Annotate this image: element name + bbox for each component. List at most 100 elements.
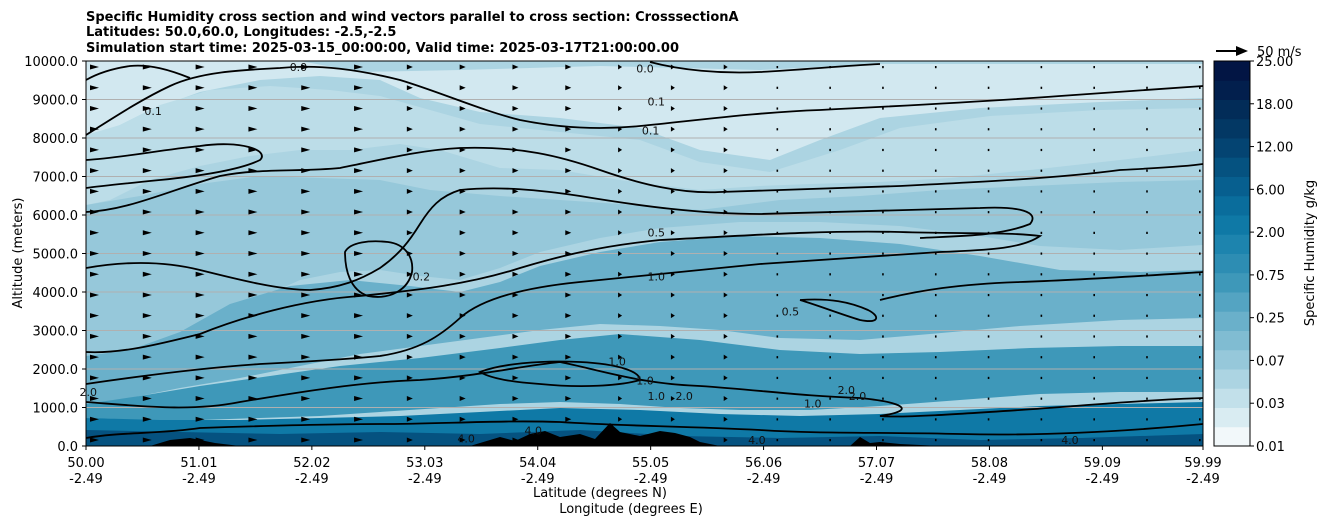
- wind-vector: [723, 126, 728, 132]
- y-tick-label: 2000.0: [33, 363, 79, 378]
- wind-vector: [512, 230, 519, 236]
- x-tick-label-longitude: -2.49: [860, 472, 894, 487]
- y-tick-label: 4000.0: [33, 286, 79, 301]
- x-tick-label-longitude: -2.49: [521, 472, 555, 487]
- colorbar-segment: [1214, 272, 1250, 293]
- wind-vector: [1146, 190, 1148, 193]
- wind-vector: [248, 85, 258, 91]
- grid-lines: [86, 99, 1203, 408]
- x-tick-label-longitude: -2.49: [973, 472, 1007, 487]
- wind-vector: [354, 230, 364, 236]
- wind-vector: [1146, 66, 1148, 69]
- wind-vector: [776, 252, 779, 255]
- chart-title-line-1: Specific Humidity cross section and wind…: [86, 10, 739, 25]
- contour-labels: 0.0 0.1 0.0 0.1 0.1 0.2 0.5 1.0 0.5 1.0 1.0 1.0 2.0 1…: [79, 61, 1078, 447]
- wind-vector: [882, 376, 884, 380]
- wind-vector: [618, 271, 623, 277]
- wind-vector: [670, 188, 675, 194]
- contour-line: [86, 143, 263, 189]
- wind-vector: [1040, 314, 1043, 317]
- wind-vector: [723, 416, 728, 422]
- wind-vector: [987, 252, 990, 255]
- wind-vector: [829, 397, 831, 400]
- x-tick-label-longitude: -2.49: [634, 472, 668, 487]
- wind-vector: [90, 292, 99, 298]
- wind-vector: [90, 333, 99, 339]
- wind-vector: [1093, 418, 1095, 421]
- wind-vector: [512, 251, 519, 256]
- colorbar-segment: [1214, 388, 1250, 408]
- wind-vector: [934, 128, 937, 131]
- y-tick-label: 10000.0: [24, 55, 78, 70]
- wind-vector: [1040, 418, 1043, 421]
- colorbar: 0.01 0.03 0.07 0.25 0.75 2.00 6.00 12.00 18.00 25…: [1213, 55, 1293, 455]
- contour-label: 0.0: [290, 61, 308, 74]
- wind-vector: [882, 66, 884, 69]
- wind-vector: [618, 126, 623, 132]
- wind-vector: [1146, 107, 1148, 110]
- wind-vector: [142, 168, 152, 174]
- y-axis: 0.0 1000.0 2000.0 3000.0 4000.0 5000.0 6000.0 7…: [24, 55, 86, 455]
- wind-vector: [829, 231, 831, 234]
- colorbar-tick-label: 0.25: [1256, 312, 1285, 327]
- wind-vector: [723, 375, 728, 381]
- wind-vector: [90, 168, 99, 174]
- wind-vector: [301, 354, 311, 360]
- contour-line: [86, 65, 1203, 136]
- x-tick-label-latitude: 50.00: [67, 456, 104, 471]
- wind-vector: [829, 211, 831, 214]
- wind-vector: [406, 292, 413, 298]
- x-tick-label-longitude: -2.49: [408, 472, 442, 487]
- wind-vector: [1199, 169, 1201, 172]
- wind-vector: [195, 271, 205, 277]
- humidity-band-very-dry: [86, 61, 1203, 160]
- wind-vector: [248, 437, 258, 443]
- wind-vector: [776, 86, 779, 89]
- wind-vector: [195, 64, 205, 70]
- wind-vector: [934, 335, 937, 338]
- contour-label: 1.0: [647, 390, 665, 403]
- wind-vector: [248, 251, 258, 256]
- x-tick-label-longitude: -2.49: [747, 472, 781, 487]
- wind-vector: [618, 251, 623, 256]
- wind-vector: [406, 396, 413, 402]
- wind-vector: [776, 231, 779, 234]
- colorbar-segment: [1214, 80, 1250, 100]
- wind-vector: [882, 128, 884, 131]
- wind-vector: [406, 416, 413, 422]
- y-tick-label: 8000.0: [33, 132, 79, 147]
- wind-vector: [1040, 107, 1043, 110]
- wind-vector: [142, 126, 152, 132]
- wind-vector: [987, 231, 990, 234]
- wind-vector: [90, 230, 99, 236]
- contour-label: 4.0: [524, 425, 542, 438]
- wind-vector: [670, 168, 675, 174]
- wind-vector: [670, 313, 675, 319]
- wind-vector: [354, 333, 364, 339]
- wind-vector: [1146, 128, 1148, 131]
- wind-vector: [512, 333, 519, 339]
- wind-vector: [829, 128, 831, 131]
- wind-vector: [248, 209, 258, 215]
- colorbar-tick-label: 0.03: [1256, 397, 1285, 412]
- wind-vector: [1040, 86, 1043, 89]
- x-tick-label-latitude: 58.08: [971, 456, 1008, 471]
- wind-vector: [1146, 314, 1148, 317]
- wind-vector: [1040, 148, 1043, 152]
- contour-label: 4.0: [748, 434, 766, 447]
- wind-vector: [1146, 211, 1148, 214]
- contour-label: 0.5: [647, 226, 665, 239]
- wind-vector: [142, 230, 152, 236]
- wind-vector: [406, 168, 413, 174]
- contour-line: [86, 230, 1043, 385]
- wind-vector: [90, 313, 99, 319]
- wind-vector: [512, 105, 519, 111]
- wind-vector: [934, 252, 937, 255]
- wind-vector: [459, 85, 466, 91]
- colorbar-tick-label: 18.00: [1256, 98, 1293, 113]
- wind-vector: [882, 107, 884, 110]
- wind-vector: [248, 271, 258, 277]
- wind-vector: [882, 314, 884, 317]
- wind-vector: [829, 418, 831, 421]
- wind-vector: [248, 333, 258, 339]
